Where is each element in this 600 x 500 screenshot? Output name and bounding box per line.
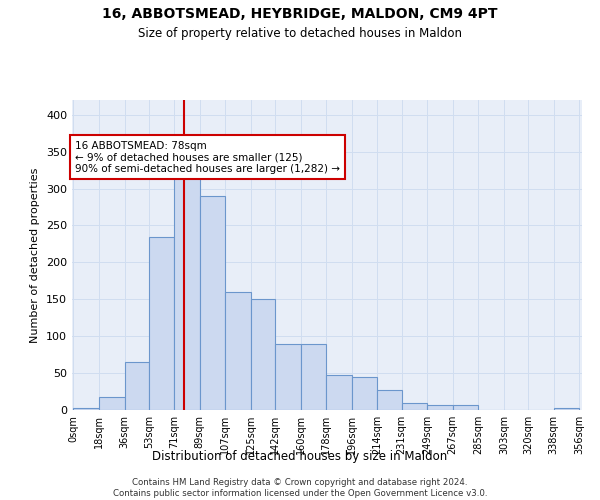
Y-axis label: Number of detached properties: Number of detached properties [31,168,40,342]
Bar [73,408,99,410]
Text: 16, ABBOTSMEAD, HEYBRIDGE, MALDON, CM9 4PT: 16, ABBOTSMEAD, HEYBRIDGE, MALDON, CM9 4… [102,8,498,22]
Bar [149,236,174,410]
Bar [377,390,401,410]
Bar [326,376,352,410]
Text: Contains HM Land Registry data © Crown copyright and database right 2024.
Contai: Contains HM Land Registry data © Crown c… [113,478,487,498]
Bar [200,196,226,410]
Text: Size of property relative to detached houses in Maldon: Size of property relative to detached ho… [138,28,462,40]
Bar [99,396,125,410]
Bar [352,377,377,410]
Bar [401,402,427,410]
Bar [174,170,200,410]
Bar [301,344,326,410]
Bar [427,405,453,410]
Text: 16 ABBOTSMEAD: 78sqm
← 9% of detached houses are smaller (125)
90% of semi-detac: 16 ABBOTSMEAD: 78sqm ← 9% of detached ho… [75,140,340,174]
Bar [125,362,149,410]
Bar [554,408,579,410]
Bar [251,300,275,410]
Bar [226,292,251,410]
Bar [453,405,478,410]
Text: Distribution of detached houses by size in Maldon: Distribution of detached houses by size … [152,450,448,463]
Bar [275,344,301,410]
